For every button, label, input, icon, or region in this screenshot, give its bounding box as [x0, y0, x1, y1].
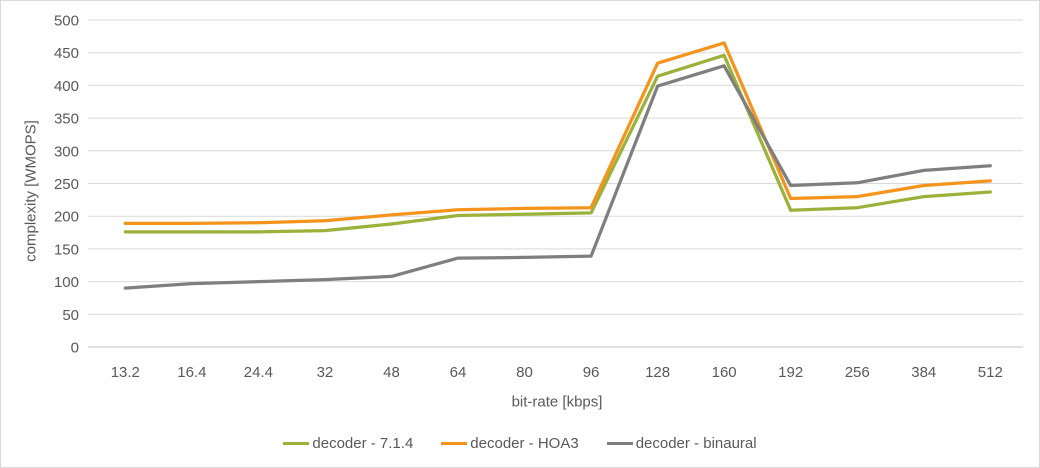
- y-axis-title: complexity [WMOPS]: [22, 120, 40, 262]
- y-tick-label: 250: [54, 176, 79, 193]
- x-tick-label: 13.2: [111, 364, 140, 381]
- y-tick-label: 50: [62, 307, 79, 324]
- y-tick-label: 100: [54, 274, 79, 291]
- series-line-decoder-binaural: [123, 64, 992, 290]
- y-tick-label: 150: [54, 241, 79, 258]
- y-tick-label: 200: [54, 209, 79, 226]
- legend: decoder - 7.1.4 decoder - HOA3 decoder - b…: [1, 435, 1039, 452]
- x-tick-label: 384: [911, 364, 936, 381]
- legend-line-swatch: [606, 441, 633, 446]
- x-tick-label: 48: [383, 364, 400, 381]
- x-tick-label: 128: [645, 364, 670, 381]
- y-tick-label: 350: [54, 111, 79, 128]
- y-tick-label: 500: [54, 13, 79, 30]
- legend-item: decoder - 7.1.4: [283, 435, 413, 452]
- x-tick-label: 16.4: [177, 364, 206, 381]
- x-tick-label: 256: [845, 364, 870, 381]
- x-tick-label: 24.4: [244, 364, 273, 381]
- x-tick-label: 96: [583, 364, 600, 381]
- x-tick-label: 64: [450, 364, 467, 381]
- x-tick-label: 80: [516, 364, 533, 381]
- y-tick-label: 400: [54, 78, 79, 95]
- y-tick-label: 450: [54, 45, 79, 62]
- legend-item: decoder - binaural: [606, 435, 757, 452]
- y-tick-label: 0: [71, 340, 79, 357]
- x-tick-label: 192: [778, 364, 803, 381]
- x-tick-label: 32: [317, 364, 334, 381]
- x-tick-label: 160: [712, 364, 737, 381]
- series-line-decoder-HOA3: [123, 41, 992, 226]
- series-line-decoder-7.1.4: [123, 53, 992, 234]
- y-tick-label: 300: [54, 143, 79, 160]
- legend-line-swatch: [283, 441, 310, 446]
- legend-label: decoder - 7.1.4: [312, 435, 414, 452]
- legend-label: decoder - binaural: [635, 435, 757, 452]
- legend-label: decoder - HOA3: [470, 435, 579, 452]
- legend-line-swatch: [441, 441, 468, 446]
- legend-item: decoder - HOA3: [441, 435, 579, 452]
- x-axis-title: bit-rate [kbps]: [511, 393, 603, 411]
- x-tick-label: 512: [978, 364, 1003, 381]
